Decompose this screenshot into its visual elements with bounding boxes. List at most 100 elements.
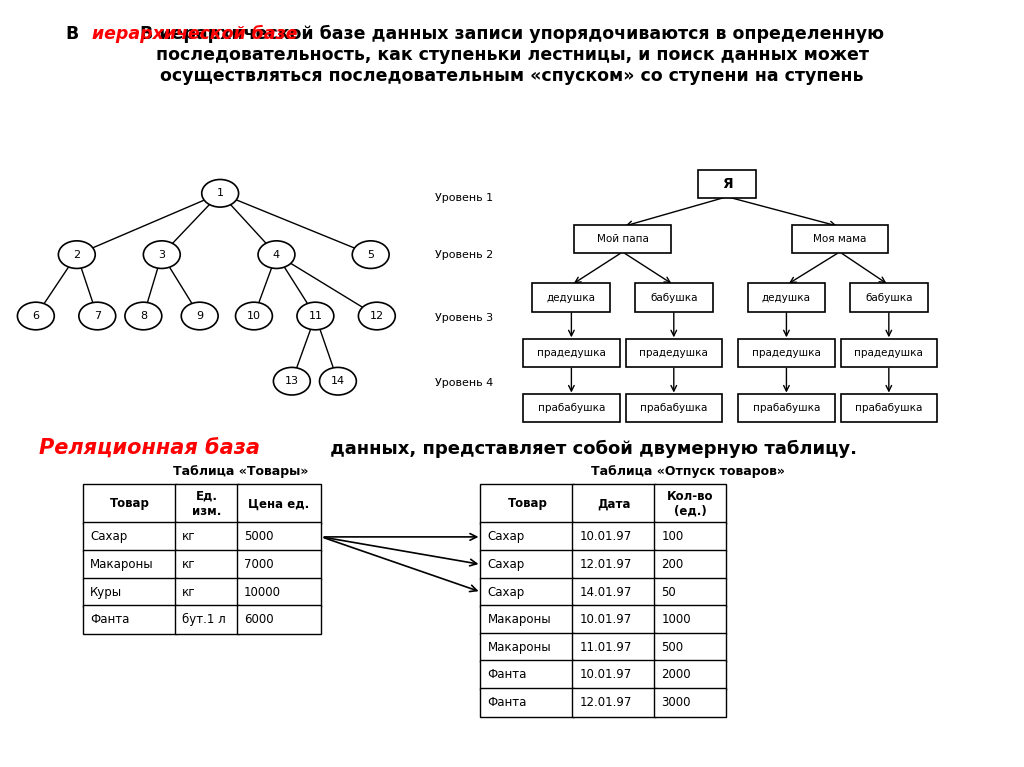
Text: 13: 13 — [285, 376, 299, 387]
Text: Фанта: Фанта — [487, 669, 526, 681]
FancyBboxPatch shape — [480, 633, 574, 662]
Text: 2: 2 — [74, 249, 80, 260]
Text: 8: 8 — [140, 311, 146, 321]
Text: 2000: 2000 — [662, 669, 691, 681]
Text: Таблица «Товары»: Таблица «Товары» — [173, 466, 308, 478]
Circle shape — [236, 302, 272, 330]
FancyBboxPatch shape — [480, 578, 574, 607]
FancyBboxPatch shape — [841, 338, 937, 367]
Circle shape — [17, 302, 54, 330]
FancyBboxPatch shape — [237, 484, 321, 524]
Text: Уровень 3: Уровень 3 — [435, 313, 494, 324]
Text: 7: 7 — [94, 311, 100, 321]
Text: В: В — [66, 25, 79, 42]
Text: кг: кг — [182, 531, 196, 543]
FancyBboxPatch shape — [654, 688, 726, 717]
Text: дедушка: дедушка — [762, 292, 811, 303]
Text: 11.01.97: 11.01.97 — [580, 641, 632, 653]
Text: 6000: 6000 — [244, 614, 273, 626]
FancyBboxPatch shape — [626, 338, 722, 367]
FancyBboxPatch shape — [738, 394, 835, 422]
Text: 12: 12 — [370, 311, 384, 321]
Text: 200: 200 — [662, 558, 684, 571]
FancyBboxPatch shape — [572, 633, 656, 662]
Text: Я: Я — [722, 177, 732, 191]
FancyBboxPatch shape — [574, 225, 671, 254]
Text: Мой папа: Мой папа — [597, 234, 648, 245]
Text: бут.1 л: бут.1 л — [182, 613, 226, 627]
Text: Уровень 2: Уровень 2 — [435, 250, 494, 261]
FancyBboxPatch shape — [480, 522, 574, 551]
Text: Дата: Дата — [598, 498, 631, 510]
Text: Макароны: Макароны — [90, 558, 154, 571]
Text: Макароны: Макароны — [487, 614, 551, 626]
FancyBboxPatch shape — [792, 225, 888, 254]
Text: прадедушка: прадедушка — [752, 347, 821, 358]
FancyBboxPatch shape — [572, 522, 656, 551]
Text: Кол-во
(ед.): Кол-во (ед.) — [667, 490, 714, 518]
FancyBboxPatch shape — [175, 484, 239, 524]
Circle shape — [352, 241, 389, 268]
FancyBboxPatch shape — [175, 550, 239, 579]
Text: Товар: Товар — [508, 498, 547, 510]
FancyBboxPatch shape — [237, 522, 321, 551]
Text: 11: 11 — [308, 311, 323, 321]
FancyBboxPatch shape — [572, 660, 656, 690]
Text: 9: 9 — [197, 311, 203, 321]
Text: 100: 100 — [662, 531, 684, 543]
FancyBboxPatch shape — [654, 633, 726, 662]
Text: Уровень 4: Уровень 4 — [435, 378, 494, 389]
FancyBboxPatch shape — [83, 484, 177, 524]
Text: 12.01.97: 12.01.97 — [580, 558, 632, 571]
FancyBboxPatch shape — [175, 578, 239, 607]
Text: Реляционная база: Реляционная база — [39, 439, 260, 459]
Circle shape — [202, 179, 239, 207]
FancyBboxPatch shape — [237, 605, 321, 634]
Text: 5: 5 — [368, 249, 374, 260]
FancyBboxPatch shape — [480, 660, 574, 690]
Text: прабабушка: прабабушка — [753, 403, 820, 413]
FancyBboxPatch shape — [841, 394, 937, 422]
FancyBboxPatch shape — [237, 550, 321, 579]
Text: 6: 6 — [33, 311, 39, 321]
Text: 5000: 5000 — [244, 531, 273, 543]
Circle shape — [125, 302, 162, 330]
Text: бабушка: бабушка — [650, 292, 697, 303]
Text: кг: кг — [182, 586, 196, 598]
Text: прадедушка: прадедушка — [639, 347, 709, 358]
Text: Ед.
изм.: Ед. изм. — [193, 490, 221, 518]
FancyBboxPatch shape — [237, 578, 321, 607]
FancyBboxPatch shape — [480, 550, 574, 579]
Circle shape — [273, 367, 310, 395]
FancyBboxPatch shape — [83, 578, 177, 607]
Text: дедушка: дедушка — [547, 292, 596, 303]
Text: 10.01.97: 10.01.97 — [580, 531, 632, 543]
Text: осуществляться последовательным «спуском» со ступени на ступень: осуществляться последовательным «спуском… — [160, 67, 864, 85]
Text: 12.01.97: 12.01.97 — [580, 696, 632, 709]
Circle shape — [258, 241, 295, 268]
Text: 500: 500 — [662, 641, 684, 653]
FancyBboxPatch shape — [83, 522, 177, 551]
FancyBboxPatch shape — [626, 394, 722, 422]
Circle shape — [181, 302, 218, 330]
Circle shape — [297, 302, 334, 330]
FancyBboxPatch shape — [83, 605, 177, 634]
Text: Макароны: Макароны — [487, 641, 551, 653]
FancyBboxPatch shape — [480, 688, 574, 717]
Text: 4: 4 — [273, 249, 280, 260]
Text: В иерархической базе данных записи упорядочиваются в определенную: В иерархической базе данных записи упоря… — [140, 25, 884, 43]
Text: данных, представляет собой двумерную таблицу.: данных, представляет собой двумерную таб… — [324, 439, 857, 458]
FancyBboxPatch shape — [175, 522, 239, 551]
Text: Сахар: Сахар — [487, 531, 524, 543]
Text: Товар: Товар — [111, 498, 150, 510]
Text: прабабушка: прабабушка — [855, 403, 923, 413]
Text: 14.01.97: 14.01.97 — [580, 586, 632, 598]
FancyBboxPatch shape — [654, 605, 726, 634]
FancyBboxPatch shape — [654, 550, 726, 579]
Text: Куры: Куры — [90, 586, 122, 598]
Text: бабушка: бабушка — [865, 292, 912, 303]
FancyBboxPatch shape — [572, 578, 656, 607]
Text: прабабушка: прабабушка — [538, 403, 605, 413]
Text: Сахар: Сахар — [487, 558, 524, 571]
FancyBboxPatch shape — [572, 688, 656, 717]
